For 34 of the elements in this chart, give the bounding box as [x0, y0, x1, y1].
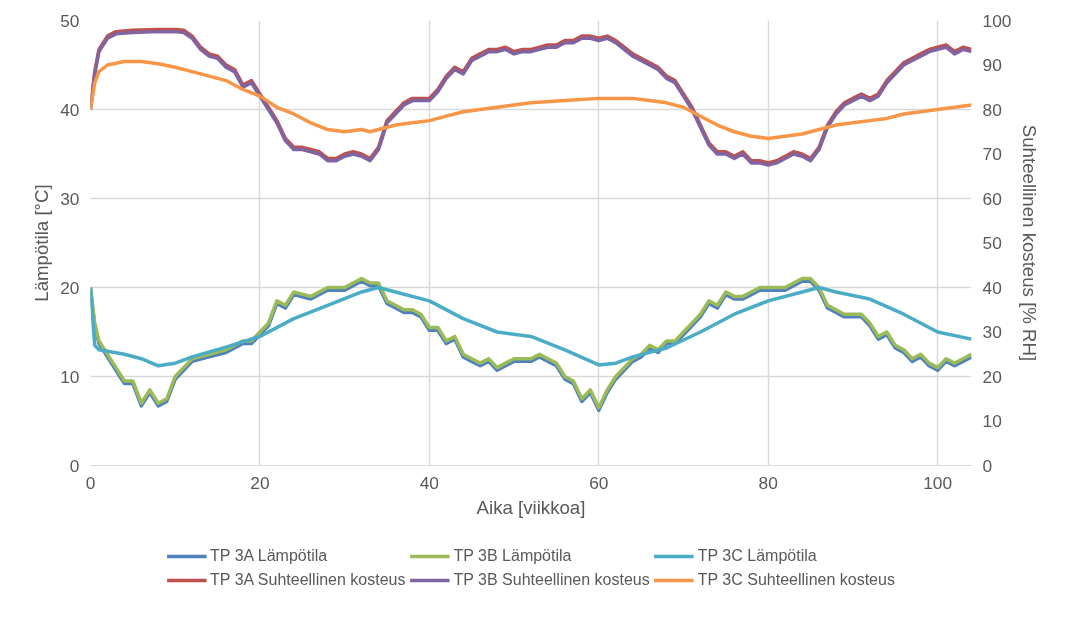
legend-label: TP 3A Suhteellinen kosteus [210, 569, 406, 590]
y2-tick-label: 20 [982, 366, 1002, 387]
y2-tick-label: 0 [982, 455, 993, 476]
y2-tick-label: 30 [982, 322, 1002, 342]
y-tick-label: 50 [60, 10, 80, 31]
x-tick-label: 20 [250, 472, 270, 493]
legend-label: TP 3A Lämpötila [210, 545, 328, 566]
x-tick-label: 60 [589, 472, 609, 493]
x-tick-label: 100 [923, 472, 953, 493]
x-tick-label: 0 [85, 472, 96, 493]
y2-tick-label: 50 [982, 233, 1002, 253]
y-tick-label: 0 [69, 455, 80, 476]
y2-tick-label: 60 [982, 188, 1002, 209]
legend-label: TP 3C Suhteellinen kosteus [697, 569, 895, 590]
legend-label: TP 3B Lämpötila [453, 545, 572, 566]
y-tick-label: 40 [60, 99, 80, 120]
x-tick-label: 40 [419, 472, 439, 493]
y2-tick-label: 10 [982, 411, 1002, 431]
line-series [90, 59, 972, 141]
y2-tick-label: 100 [982, 10, 1012, 31]
y2-tick-label: 90 [982, 55, 1002, 75]
legend-label: TP 3C Lämpötila [697, 545, 817, 566]
y2-tick-label: 80 [982, 99, 1002, 120]
y2-axis-title: Suhteellinen kosteus [% RH] [1019, 124, 1041, 362]
y-tick-label: 20 [60, 277, 80, 298]
y-tick-label: 30 [60, 188, 80, 209]
y-axis-title: Lämpötila [°C] [31, 184, 53, 302]
x-tick-label: 80 [758, 472, 778, 493]
line-series [90, 285, 972, 368]
legend-label: TP 3B Suhteellinen kosteus [453, 569, 650, 590]
y2-tick-label: 40 [982, 277, 1002, 298]
y2-tick-label: 70 [982, 144, 1002, 164]
y-tick-label: 10 [60, 366, 80, 387]
x-axis-title: Aika [viikkoa] [476, 496, 586, 518]
